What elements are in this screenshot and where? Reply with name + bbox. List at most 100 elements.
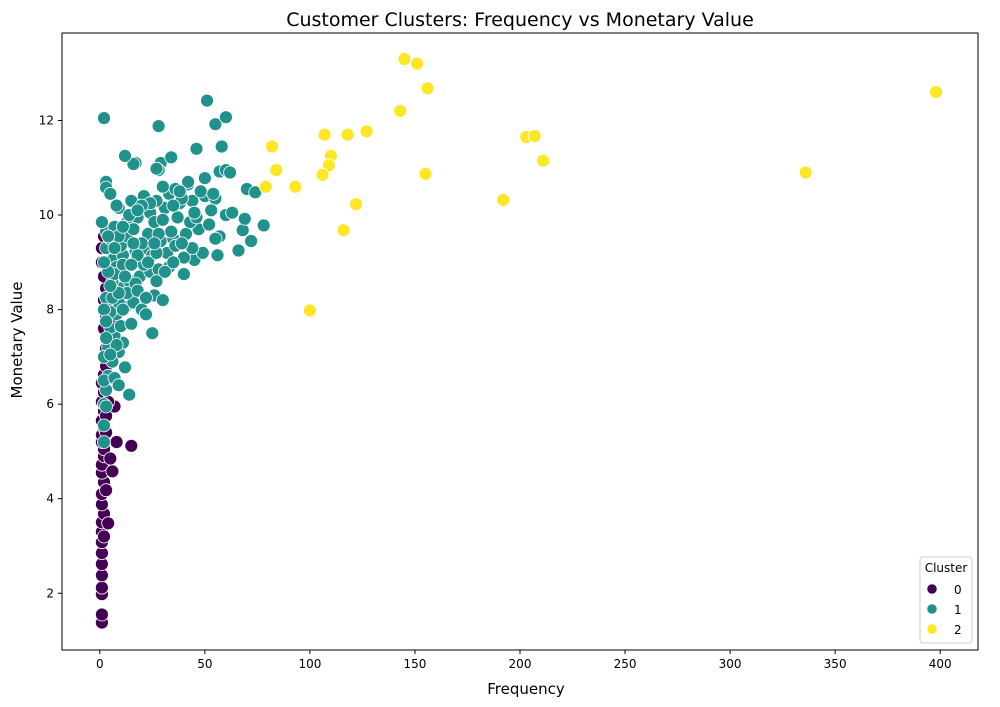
legend-marker-1 (926, 603, 938, 615)
data-point (349, 197, 364, 212)
data-point (122, 387, 137, 402)
data-point (193, 184, 208, 199)
data-point (206, 186, 221, 201)
x-tick-label: 400 (929, 657, 952, 671)
data-point (97, 418, 111, 433)
data-point (214, 139, 229, 154)
data-point (181, 174, 196, 189)
y-tick-label: 8 (46, 303, 54, 317)
legend-label-1: 1 (954, 603, 962, 617)
data-point (97, 111, 111, 125)
data-point (124, 316, 139, 331)
data-point (225, 205, 240, 220)
data-point (166, 255, 181, 270)
data-point (210, 248, 225, 263)
legend-label-2: 2 (954, 623, 962, 637)
data-point (223, 165, 238, 180)
data-point (496, 192, 511, 207)
data-point (258, 179, 273, 194)
data-point (208, 117, 223, 132)
data-point (218, 110, 233, 125)
data-point (99, 331, 113, 345)
data-point (237, 211, 252, 226)
data-point (244, 234, 259, 248)
data-point (145, 326, 160, 341)
data-point (189, 141, 204, 156)
data-point (172, 184, 187, 199)
legend-box (919, 556, 973, 644)
data-point (103, 347, 118, 362)
data-point (111, 378, 126, 393)
data-point (288, 179, 303, 194)
data-point (231, 243, 246, 258)
legend-marker-2 (926, 623, 938, 635)
data-point (157, 264, 172, 279)
data-point (118, 269, 132, 284)
x-tick-label: 0 (96, 657, 104, 671)
data-point (393, 104, 408, 118)
x-axis-title: Frequency (487, 680, 565, 698)
data-point (315, 167, 330, 182)
data-point (208, 231, 223, 246)
data-point (256, 218, 271, 233)
data-point (95, 580, 109, 595)
data-point (155, 179, 170, 194)
data-point (109, 338, 124, 352)
data-point (118, 360, 132, 375)
data-point (420, 81, 435, 96)
data-point (149, 274, 164, 289)
data-point (929, 85, 943, 99)
data-point (126, 236, 141, 251)
data-point (302, 303, 317, 318)
data-point (101, 229, 116, 244)
data-point (204, 203, 219, 218)
y-tick-label: 4 (46, 492, 54, 506)
data-point (187, 205, 202, 220)
data-point (124, 438, 139, 453)
data-point (269, 163, 284, 178)
data-point (200, 93, 214, 108)
data-point (235, 223, 250, 238)
data-point (164, 224, 179, 239)
y-tick-label: 2 (46, 586, 54, 600)
legend-marker-0 (926, 583, 938, 595)
data-point (164, 150, 179, 165)
data-point (174, 236, 189, 251)
data-point (410, 56, 425, 71)
data-point (126, 157, 141, 171)
chart-title: Customer Clusters: Frequency vs Monetary… (286, 9, 754, 31)
x-tick-label: 300 (719, 657, 742, 671)
data-point (527, 129, 542, 144)
data-point (202, 217, 217, 232)
data-point (116, 302, 130, 317)
x-tick-label: 100 (298, 657, 321, 671)
data-point (798, 165, 813, 180)
y-tick-label: 10 (39, 208, 54, 222)
data-point (197, 171, 212, 186)
data-point (166, 198, 181, 213)
series-cluster-2 (258, 52, 943, 318)
y-axis: 2 4 6 8 10 12 (39, 113, 62, 600)
data-point (336, 223, 351, 238)
data-point (95, 607, 109, 622)
data-point (99, 399, 113, 414)
x-tick-label: 50 (197, 657, 212, 671)
data-point (141, 255, 156, 270)
data-point (101, 516, 116, 531)
data-point (97, 302, 111, 317)
y-tick-label: 12 (39, 113, 54, 127)
legend: Cluster 0 1 2 (919, 556, 973, 644)
data-point (155, 212, 170, 227)
legend-title: Cluster (925, 561, 968, 575)
data-point (151, 119, 166, 133)
data-point (147, 236, 162, 251)
data-point (109, 435, 124, 449)
series-cluster-1 (95, 93, 271, 449)
data-point (97, 529, 111, 544)
data-point (116, 219, 130, 234)
x-tick-label: 350 (824, 657, 847, 671)
data-point (397, 52, 412, 66)
data-point (359, 124, 374, 139)
